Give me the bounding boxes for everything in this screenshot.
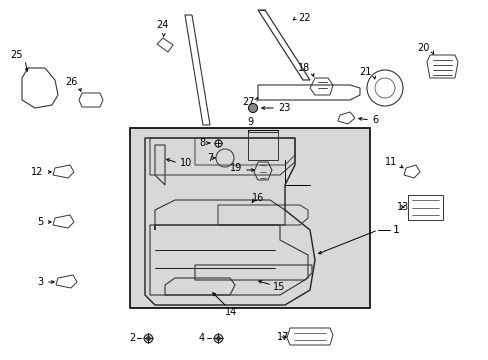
Text: 17: 17 [276, 332, 289, 342]
Text: 22: 22 [297, 13, 310, 23]
Text: 13: 13 [396, 202, 408, 212]
Text: 1: 1 [392, 225, 399, 235]
Text: 2: 2 [128, 333, 135, 343]
Text: 26: 26 [65, 77, 78, 87]
Text: 4: 4 [199, 333, 204, 343]
Text: 23: 23 [278, 103, 290, 113]
Text: 9: 9 [246, 117, 253, 127]
Text: 16: 16 [251, 193, 264, 203]
Text: 5: 5 [37, 217, 43, 227]
Text: 7: 7 [206, 153, 213, 163]
Text: 10: 10 [180, 158, 192, 168]
Bar [247, 132, 278, 160]
Text: 15: 15 [272, 282, 285, 292]
Text: 14: 14 [224, 307, 237, 317]
Text: 8: 8 [199, 138, 204, 148]
Text: 12: 12 [31, 167, 43, 177]
Text: 19: 19 [229, 163, 242, 173]
Text: 11: 11 [384, 157, 396, 167]
Circle shape [248, 104, 257, 113]
Text: 25: 25 [10, 50, 23, 60]
Text: 6: 6 [371, 115, 377, 125]
Text: 20: 20 [417, 43, 429, 53]
Text: 27: 27 [242, 97, 254, 107]
Bar [407, 195, 442, 220]
Text: 24: 24 [156, 20, 168, 30]
Text: 3: 3 [37, 277, 43, 287]
Text: 21: 21 [359, 67, 371, 77]
Bar [130, 128, 369, 308]
Text: 18: 18 [297, 63, 309, 73]
